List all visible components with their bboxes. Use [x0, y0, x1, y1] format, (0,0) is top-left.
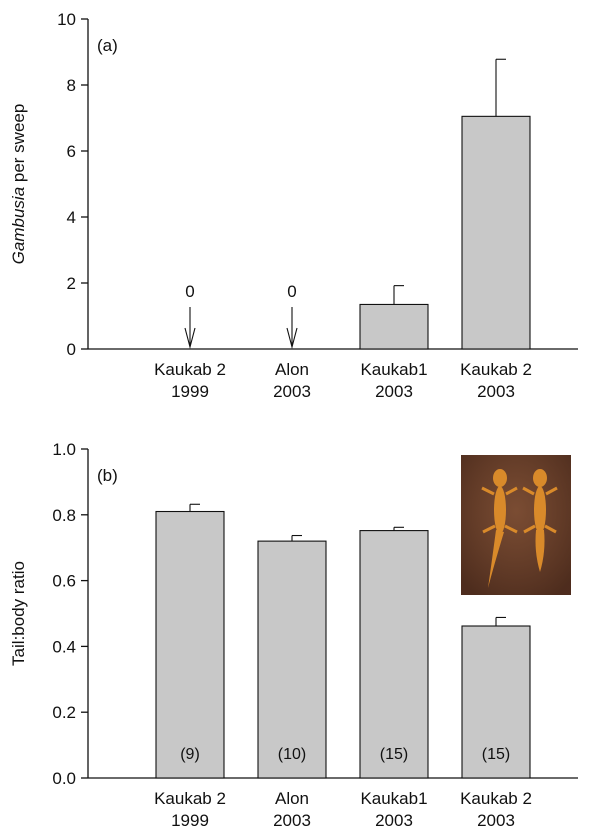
zero-value-label: 0 — [185, 282, 194, 301]
newt-right-icon — [522, 469, 558, 572]
panel-a-y-ticks: 0 2 4 6 8 10 — [57, 10, 88, 359]
y-tick-label: 0.6 — [52, 572, 76, 591]
category-label-line2: 2003 — [375, 811, 413, 830]
panel-b-category-labels: Kaukab 2 1999 Alon 2003 Kaukab1 2003 Kaukab 2 2… — [154, 789, 532, 830]
y-tick-label: 10 — [57, 10, 76, 29]
category-label-line2: 2003 — [375, 382, 413, 401]
newt-photo-inset — [461, 455, 571, 595]
category-label-line1: Alon — [275, 360, 309, 379]
panel-b-y-axis-label: Tail:body ratio — [9, 561, 28, 666]
panel-a-category-labels: Kaukab 2 1999 Alon 2003 Kaukab1 2003 Kaukab 2 2… — [154, 360, 532, 401]
bar — [359, 530, 429, 779]
sample-size-label: (9) — [180, 746, 200, 763]
panel-a-y-axis-label: Gambusia per sweep — [9, 104, 28, 265]
category-label-line2: 1999 — [171, 382, 209, 401]
y-tick-label: 0.2 — [52, 703, 76, 722]
panel-b: 0.0 0.2 0.4 0.6 0.8 1.0 (9) (10) (15) (15) Kauka… — [9, 440, 578, 830]
category-label-line2: 2003 — [477, 811, 515, 830]
zero-value-label: 0 — [287, 282, 296, 301]
y-tick-label: 6 — [67, 142, 76, 161]
y-tick-label: 1.0 — [52, 440, 76, 459]
panel-b-y-ticks: 0.0 0.2 0.4 0.6 0.8 1.0 — [52, 440, 88, 788]
category-label-line1: Kaukab1 — [360, 360, 427, 379]
category-label-line1: Kaukab 2 — [460, 360, 532, 379]
y-tick-label: 4 — [67, 208, 76, 227]
y-tick-label: 0 — [67, 340, 76, 359]
panel-b-bars: (9) (10) (15) (15) — [155, 503, 531, 779]
zero-value-arrow-icon — [286, 307, 298, 350]
y-tick-label: 0.0 — [52, 769, 76, 788]
bar — [257, 540, 327, 779]
category-label-line1: Kaukab 2 — [154, 360, 226, 379]
category-label-line2: 2003 — [273, 382, 311, 401]
panel-b-label: (b) — [97, 466, 118, 485]
bar — [461, 115, 531, 350]
category-label-line1: Kaukab 2 — [154, 789, 226, 808]
category-label-line1: Kaukab 2 — [460, 789, 532, 808]
panel-a-y-axis-label-italic: Gambusia — [9, 187, 28, 264]
y-tick-label: 0.4 — [52, 637, 76, 656]
category-label-line2: 1999 — [171, 811, 209, 830]
photo-shading — [461, 455, 571, 595]
category-label-line1: Kaukab1 — [360, 789, 427, 808]
sample-size-label: (15) — [380, 746, 408, 763]
category-label-line2: 2003 — [273, 811, 311, 830]
zero-value-arrow-icon — [184, 307, 196, 350]
y-tick-label: 0.8 — [52, 506, 76, 525]
bar — [359, 303, 429, 350]
y-tick-label: 2 — [67, 274, 76, 293]
y-tick-label: 8 — [67, 76, 76, 95]
sample-size-label: (10) — [278, 746, 306, 763]
sample-size-label: (15) — [482, 746, 510, 763]
bar — [461, 625, 531, 779]
panel-a-y-axis-label-rest: per sweep — [9, 104, 28, 187]
newt-left-icon — [481, 469, 518, 588]
category-label-line1: Alon — [275, 789, 309, 808]
bar — [155, 510, 225, 779]
category-label-line2: 2003 — [477, 382, 515, 401]
panel-a-label: (a) — [97, 36, 118, 55]
